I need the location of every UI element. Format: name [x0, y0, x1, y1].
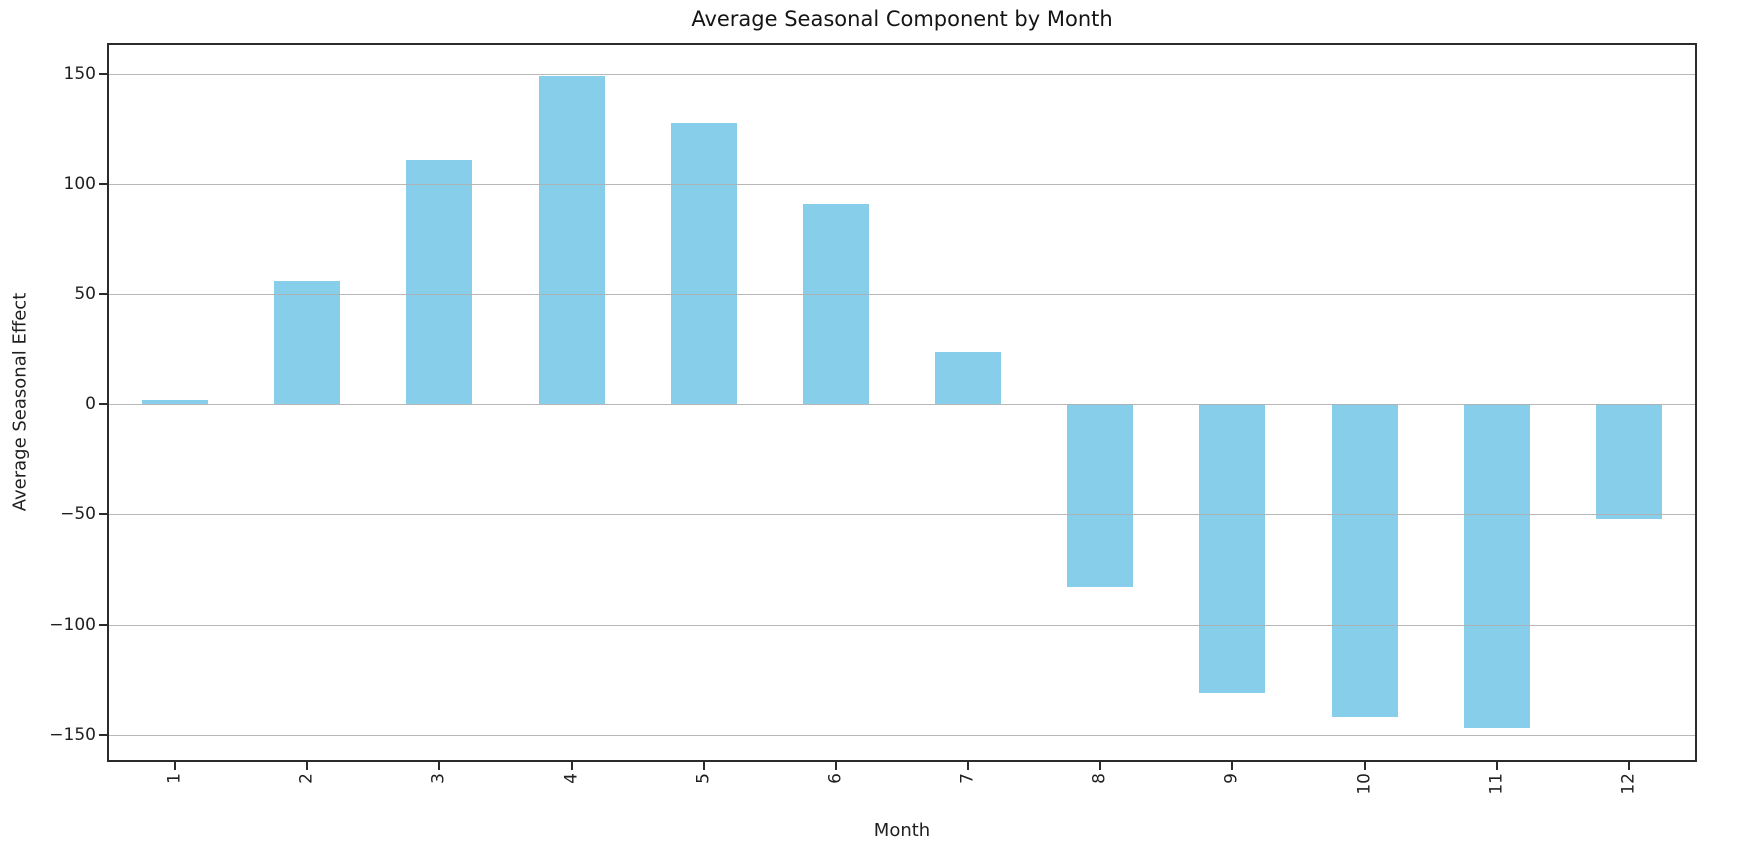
y-tick-mark — [99, 403, 107, 406]
y-tick-label: 0 — [85, 394, 96, 415]
x-tick-label: 10 — [1354, 773, 1375, 795]
plot-canvas — [109, 45, 1695, 760]
bar-month-4 — [538, 76, 605, 405]
x-tick-mark — [1099, 762, 1102, 770]
gridline-y-−100 — [109, 624, 1695, 626]
x-tick-label: 11 — [1486, 773, 1507, 795]
bar-month-12 — [1595, 404, 1662, 519]
x-tick-label: 1 — [164, 773, 185, 784]
x-tick-mark — [438, 762, 441, 770]
bar-month-5 — [670, 122, 737, 405]
y-tick-mark — [99, 733, 107, 736]
x-tick-label: 5 — [693, 773, 714, 784]
y-tick-mark — [99, 183, 107, 186]
bar-month-8 — [1067, 404, 1134, 588]
bar-month-1 — [142, 400, 209, 405]
x-tick-label: 2 — [296, 773, 317, 784]
y-tick-label: −100 — [49, 614, 96, 635]
y-tick-label: 150 — [63, 64, 96, 85]
y-tick-mark — [99, 513, 107, 516]
bar-month-11 — [1463, 404, 1530, 729]
x-tick-label: 7 — [957, 773, 978, 784]
x-tick-mark — [702, 762, 705, 770]
y-tick-label: −50 — [60, 504, 96, 525]
bar-month-2 — [274, 281, 341, 405]
x-tick-label: 8 — [1089, 773, 1110, 784]
x-tick-label: 12 — [1618, 773, 1639, 795]
gridline-y-150 — [109, 74, 1695, 76]
y-tick-mark — [99, 73, 107, 76]
y-tick-mark — [99, 293, 107, 296]
x-tick-mark — [834, 762, 837, 770]
y-axis-label: Average Seasonal Effect — [9, 292, 31, 512]
x-tick-label: 6 — [825, 773, 846, 784]
x-tick-mark — [306, 762, 309, 770]
x-tick-label: 3 — [428, 773, 449, 784]
x-tick-label: 4 — [561, 773, 582, 784]
bar-month-9 — [1199, 404, 1266, 693]
x-tick-label: 9 — [1221, 773, 1242, 784]
bar-month-3 — [406, 159, 473, 405]
chart-title: Average Seasonal Component by Month — [691, 7, 1113, 31]
y-tick-mark — [99, 623, 107, 626]
gridline-y-0 — [109, 404, 1695, 406]
x-tick-mark — [1627, 762, 1630, 770]
bar-month-7 — [935, 351, 1002, 405]
x-tick-mark — [1363, 762, 1366, 770]
x-tick-mark — [1231, 762, 1234, 770]
y-tick-label: 50 — [74, 284, 96, 305]
gridline-y-50 — [109, 294, 1695, 296]
x-tick-mark — [174, 762, 177, 770]
y-tick-label: 100 — [63, 174, 96, 195]
plot-area — [107, 43, 1697, 762]
x-tick-mark — [570, 762, 573, 770]
gridline-y-100 — [109, 184, 1695, 186]
bar-month-10 — [1331, 404, 1398, 718]
gridline-y-−50 — [109, 514, 1695, 516]
bar-month-6 — [802, 203, 869, 405]
x-tick-mark — [1495, 762, 1498, 770]
y-tick-label: −150 — [49, 724, 96, 745]
x-axis-label: Month — [873, 820, 931, 841]
x-tick-mark — [967, 762, 970, 770]
gridline-y-−150 — [109, 734, 1695, 736]
